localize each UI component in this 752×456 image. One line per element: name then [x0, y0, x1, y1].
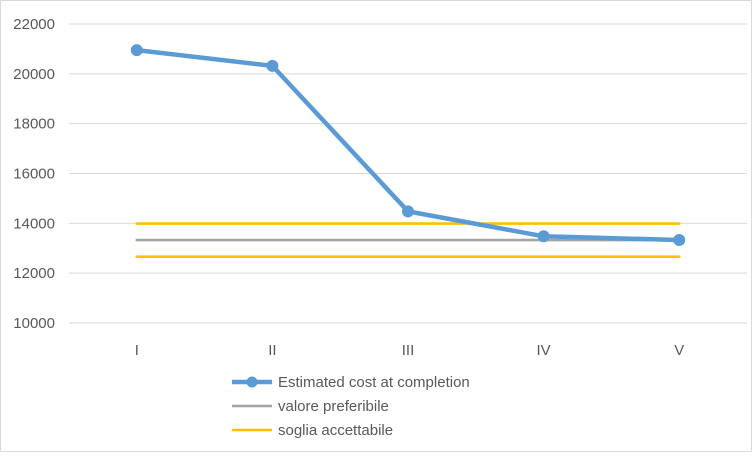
- legend-label: soglia accettabile: [278, 422, 393, 439]
- x-tick-label: II: [268, 342, 276, 359]
- legend-label: Estimated cost at completion: [278, 374, 470, 391]
- legend-item: valore preferibile: [232, 398, 389, 415]
- data-point: [130, 44, 143, 57]
- data-point: [266, 59, 279, 72]
- y-tick-label: 14000: [13, 215, 55, 232]
- y-tick-label: 16000: [13, 166, 55, 183]
- y-tick-label: 12000: [13, 265, 55, 282]
- data-point: [537, 230, 550, 243]
- legend: Estimated cost at completion valore prefe…: [232, 374, 470, 439]
- y-axis: 10000 12000 14000 16000 18000 20000 22000: [13, 16, 55, 332]
- y-tick-label: 10000: [13, 315, 55, 332]
- series-layer: [130, 44, 686, 259]
- legend-item: Estimated cost at completion: [232, 374, 470, 391]
- x-tick-label: IV: [537, 342, 551, 359]
- legend-marker: [246, 376, 258, 388]
- y-tick-label: 22000: [13, 16, 55, 33]
- y-tick-label: 18000: [13, 116, 55, 133]
- series-estimated-cost-at-completion: [130, 44, 686, 247]
- gridlines: [69, 23, 747, 324]
- x-tick-label: V: [674, 342, 684, 359]
- data-point: [673, 234, 686, 247]
- y-tick-label: 20000: [13, 66, 55, 83]
- legend-item: soglia accettabile: [232, 422, 393, 439]
- x-tick-label: I: [135, 342, 139, 359]
- x-axis: I II III IV V: [135, 342, 684, 359]
- data-point: [402, 205, 414, 218]
- legend-label: valore preferibile: [278, 398, 389, 415]
- x-tick-label: III: [402, 342, 415, 359]
